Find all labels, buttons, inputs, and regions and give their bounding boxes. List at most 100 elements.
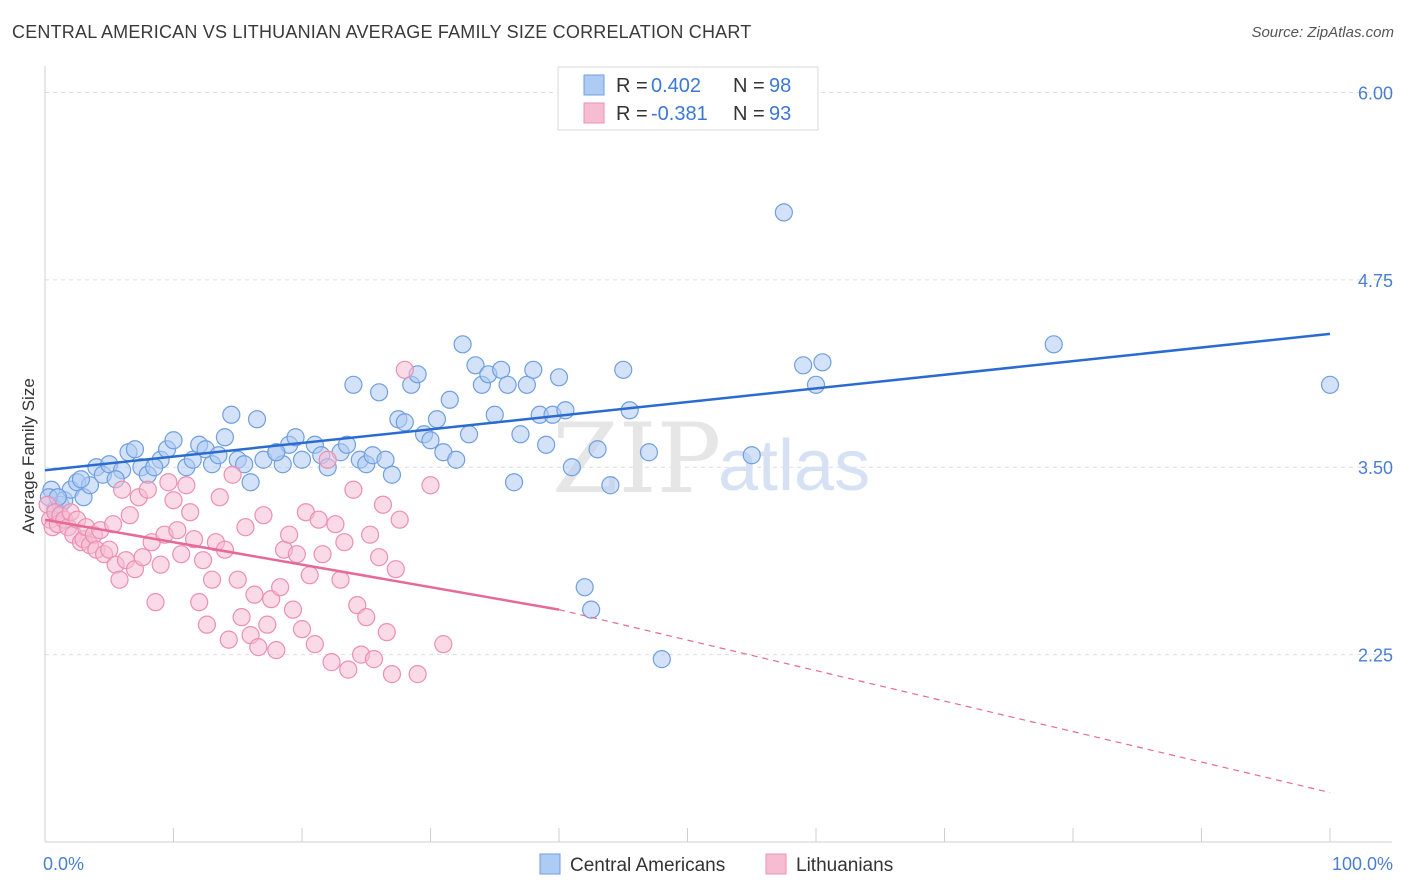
lithuanian-point: [408, 665, 427, 684]
lithuanian-point: [177, 476, 196, 495]
lithuanians-trend-extension: [558, 609, 1331, 794]
lithuanian-point: [309, 510, 328, 529]
source-label: Source: ZipAtlas.com: [1251, 24, 1394, 41]
central-american-point: [562, 458, 581, 477]
x-tick-label: 0.0%: [43, 854, 84, 874]
x-tick-label: 100.0%: [1332, 854, 1393, 874]
lithuanian-point: [110, 570, 129, 589]
legend-r-label: R =: [616, 75, 648, 97]
lithuanian-point: [361, 525, 380, 544]
lithuanian-point: [219, 630, 238, 649]
lithuanian-point: [395, 360, 414, 379]
lithuanian-point: [228, 570, 247, 589]
watermark-atlas: atlas: [718, 426, 870, 506]
central-american-point: [588, 440, 607, 459]
central-american-point: [1044, 335, 1063, 354]
central-american-point: [382, 465, 402, 484]
lithuanian-point: [236, 518, 255, 537]
central-american-point: [524, 360, 543, 379]
watermark-zip: ZIP: [552, 403, 721, 515]
central-american-point: [145, 458, 164, 477]
central-american-point: [774, 203, 793, 222]
central-american-point: [71, 470, 91, 489]
central-american-point: [421, 431, 440, 450]
lithuanian-point: [287, 545, 306, 564]
central-american-point: [466, 356, 485, 375]
legend-swatch: [583, 102, 605, 124]
lithuanian-point: [223, 465, 242, 484]
bottom-legend-label: Lithuanians: [796, 855, 893, 876]
lithuanian-point: [271, 578, 290, 597]
central-american-point: [601, 476, 620, 495]
legend-r-label: R =: [616, 103, 648, 125]
central-american-point: [376, 450, 395, 469]
lithuanian-point: [421, 476, 440, 495]
tick-labels: 2.25 3.50 4.75 6.00 0.0% 100.0%: [43, 83, 1393, 874]
axes: [44, 66, 1392, 843]
chart-title: CENTRAL AMERICAN VS LITHUANIAN AVERAGE F…: [12, 22, 752, 42]
lithuanian-point: [120, 506, 139, 525]
central-american-point: [614, 360, 633, 379]
lithuanian-point: [339, 660, 358, 679]
central-american-point: [639, 443, 659, 462]
central-american-point: [453, 335, 472, 354]
central-american-point: [395, 413, 414, 432]
trend-lines: [44, 332, 1331, 794]
lithuanian-point: [267, 641, 286, 660]
lithuanian-point: [326, 515, 345, 534]
central-american-point: [235, 455, 254, 474]
lithuanian-point: [280, 525, 299, 544]
lithuanian-point: [146, 593, 165, 612]
lithuanian-point: [386, 560, 405, 579]
central-american-point: [575, 578, 594, 597]
central-american-point: [537, 435, 556, 454]
central-american-point: [498, 375, 517, 394]
lithuanian-point: [434, 635, 453, 654]
lithuanian-point: [168, 521, 187, 540]
lithuanian-point: [258, 615, 277, 634]
central-american-point: [582, 600, 601, 619]
lithuanian-point: [335, 533, 354, 552]
y-tick-label: 3.50: [1358, 458, 1393, 478]
y-tick-label: 4.75: [1358, 271, 1393, 291]
bottom-legend-swatch: [539, 853, 561, 875]
central-american-point: [511, 425, 530, 444]
lithuanian-point: [202, 570, 222, 589]
lithuanian-point: [245, 585, 264, 604]
central-american-point: [447, 450, 466, 469]
central-american-point: [247, 410, 267, 429]
central-americans-trend-line: [44, 332, 1331, 472]
central-american-point: [794, 356, 813, 375]
central-american-point: [620, 401, 639, 420]
bottom-legend-label: Central Americans: [570, 855, 725, 876]
lithuanian-point: [164, 491, 183, 510]
lithuanian-point: [373, 495, 393, 514]
lithuanian-point: [112, 480, 132, 499]
lithuanian-point: [357, 608, 376, 627]
lithuanians-points: [38, 360, 453, 684]
lithuanian-point: [197, 615, 217, 634]
y-axis-label: Average Family Size: [19, 378, 38, 534]
central-american-point: [215, 428, 234, 447]
lithuanian-point: [172, 545, 191, 564]
lithuanian-point: [344, 480, 363, 499]
legend-r-value: 0.402: [651, 75, 701, 97]
central-american-point: [427, 410, 447, 429]
y-tick-label: 6.00: [1358, 83, 1393, 103]
lithuanian-point: [232, 608, 251, 627]
central-american-point: [813, 353, 832, 372]
central-american-point: [652, 650, 671, 669]
lithuanian-point: [138, 480, 157, 499]
lithuanian-point: [292, 620, 312, 639]
lithuanian-point: [210, 488, 229, 507]
central-american-point: [337, 435, 357, 454]
legend-n-label: N =: [733, 75, 765, 97]
legend-swatch: [583, 74, 605, 96]
lithuanian-point: [364, 650, 384, 669]
central-american-point: [344, 375, 363, 394]
lithuanian-point: [370, 548, 389, 567]
lithuanian-point: [159, 473, 178, 492]
lithuanian-point: [249, 638, 268, 657]
lithuanian-point: [305, 635, 324, 654]
